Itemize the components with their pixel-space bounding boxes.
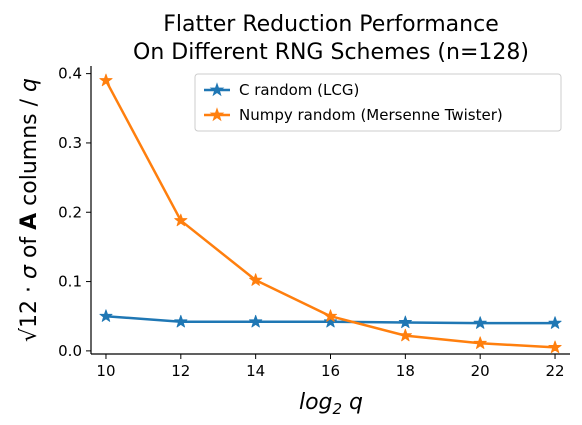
data-point-numpy-random-12: [174, 213, 188, 227]
chart-title-line-2: On Different RNG Schemes (n=128): [133, 40, 529, 65]
y-axis-label-text: √12 · σ of A columns / q: [17, 78, 42, 342]
legend: C random (LCG) Numpy random (Mersenne Tw…: [194, 73, 562, 132]
data-point-c-random-22: [548, 316, 562, 329]
y-tick-label-0.3: 0.3: [58, 134, 82, 152]
y-axis-label-A: A: [17, 213, 42, 230]
data-point-numpy-random-20: [473, 336, 487, 349]
data-point-numpy-random-18: [398, 328, 412, 342]
series-c-random: [99, 309, 562, 329]
x-axis-label-variable: q: [342, 390, 363, 415]
series-layer: [99, 73, 562, 354]
x-tick-label-16: 16: [321, 362, 340, 380]
y-tick-label-0.0: 0.0: [58, 342, 82, 360]
data-point-numpy-random-14: [249, 273, 263, 286]
data-point-c-random-14: [249, 314, 263, 328]
data-point-c-random-20: [473, 316, 487, 329]
y-axis-label-sigma: σ: [17, 264, 42, 279]
legend-label-c-random: C random (LCG): [239, 81, 359, 99]
data-point-c-random-12: [174, 314, 188, 328]
x-tick-label-22: 22: [545, 362, 564, 380]
y-tick-label-0.4: 0.4: [58, 65, 82, 83]
y-axis-label-columns: columns /: [17, 92, 42, 213]
chart-title-line-1: Flatter Reduction Performance: [163, 12, 498, 37]
x-axis-label: log2 q: [299, 390, 363, 418]
y-tick-label-0.2: 0.2: [58, 203, 82, 221]
x-tick-label-20: 20: [471, 362, 490, 380]
y-axis-label-of: of: [17, 230, 42, 265]
x-axis-label-subscript: 2: [333, 400, 343, 418]
legend-label-numpy-random: Numpy random (Mersenne Twister): [239, 106, 503, 124]
data-point-c-random-16: [323, 314, 338, 328]
x-tick-label-18: 18: [396, 362, 415, 380]
legend-marker-c-random: [209, 82, 225, 97]
series-numpy-random: [99, 73, 562, 354]
data-point-numpy-random-16: [323, 309, 338, 322]
data-point-c-random-10: [99, 309, 113, 322]
data-point-numpy-random-22: [548, 340, 562, 354]
y-ticks: 0.0 0.1 0.2 0.3 0.4: [58, 65, 91, 360]
y-axis-label: √12 · σ of A columns / q: [17, 78, 42, 342]
data-point-c-random-18: [398, 315, 412, 329]
x-axis-label-text: log: [299, 390, 333, 415]
x-tick-label-14: 14: [246, 362, 265, 380]
data-point-numpy-random-10: [99, 73, 113, 87]
x-ticks: 10 12 14 16 18 20 22: [96, 354, 565, 380]
legend-marker-numpy-random: [209, 107, 225, 122]
y-axis-label-q: q: [17, 78, 42, 92]
x-tick-label-12: 12: [171, 362, 190, 380]
x-tick-label-10: 10: [96, 362, 115, 380]
y-tick-label-0.1: 0.1: [58, 273, 82, 291]
y-axis-label-sqrt: √12 ·: [17, 279, 42, 342]
legend-box: [194, 73, 562, 132]
